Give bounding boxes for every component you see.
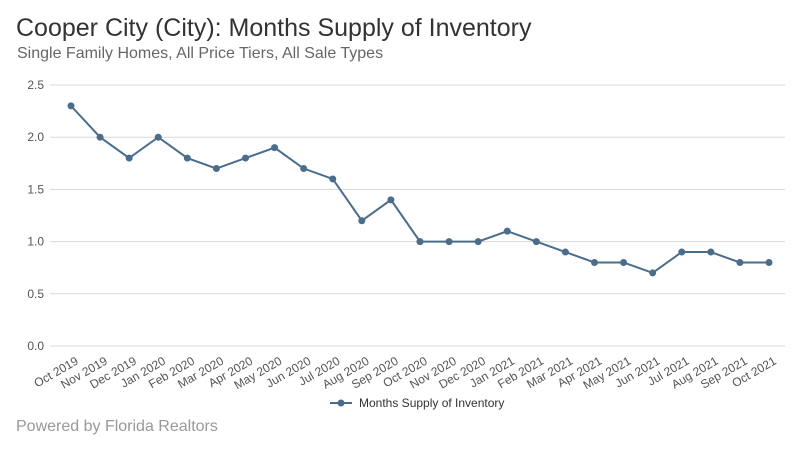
data-point bbox=[329, 175, 337, 183]
data-point bbox=[154, 133, 162, 141]
data-point bbox=[474, 238, 482, 246]
legend-marker bbox=[337, 399, 345, 407]
data-point bbox=[387, 196, 395, 204]
data-point bbox=[678, 248, 686, 256]
y-tick-label: 2.0 bbox=[27, 130, 44, 144]
data-point bbox=[532, 238, 540, 246]
y-tick-label: 1.5 bbox=[27, 182, 44, 196]
legend-label: Months Supply of Inventory bbox=[359, 396, 504, 410]
data-point bbox=[67, 102, 75, 110]
data-point bbox=[271, 144, 279, 152]
y-tick-label: 0.0 bbox=[27, 339, 44, 353]
data-point bbox=[561, 248, 569, 256]
data-point bbox=[183, 154, 191, 162]
data-point bbox=[707, 248, 715, 256]
data-point bbox=[300, 165, 308, 173]
data-point bbox=[212, 165, 220, 173]
data-point bbox=[416, 238, 424, 246]
data-point bbox=[96, 133, 104, 141]
chart-title: Cooper City (City): Months Supply of Inv… bbox=[16, 14, 532, 42]
data-point bbox=[445, 238, 453, 246]
data-point bbox=[358, 217, 366, 225]
data-point bbox=[591, 258, 598, 266]
data-point bbox=[242, 154, 249, 162]
y-tick-label: 1.0 bbox=[27, 235, 44, 249]
chart-subtitle: Single Family Homes, All Price Tiers, Al… bbox=[17, 45, 384, 62]
data-point bbox=[649, 269, 657, 277]
data-point bbox=[736, 258, 744, 266]
data-point bbox=[125, 154, 133, 162]
powered-by-credit: Powered by Florida Realtors bbox=[16, 418, 218, 435]
y-tick-label: 0.5 bbox=[27, 287, 44, 301]
data-point bbox=[620, 258, 628, 266]
y-tick-label: 2.5 bbox=[27, 78, 44, 92]
data-point bbox=[503, 227, 511, 235]
data-point bbox=[765, 258, 773, 266]
